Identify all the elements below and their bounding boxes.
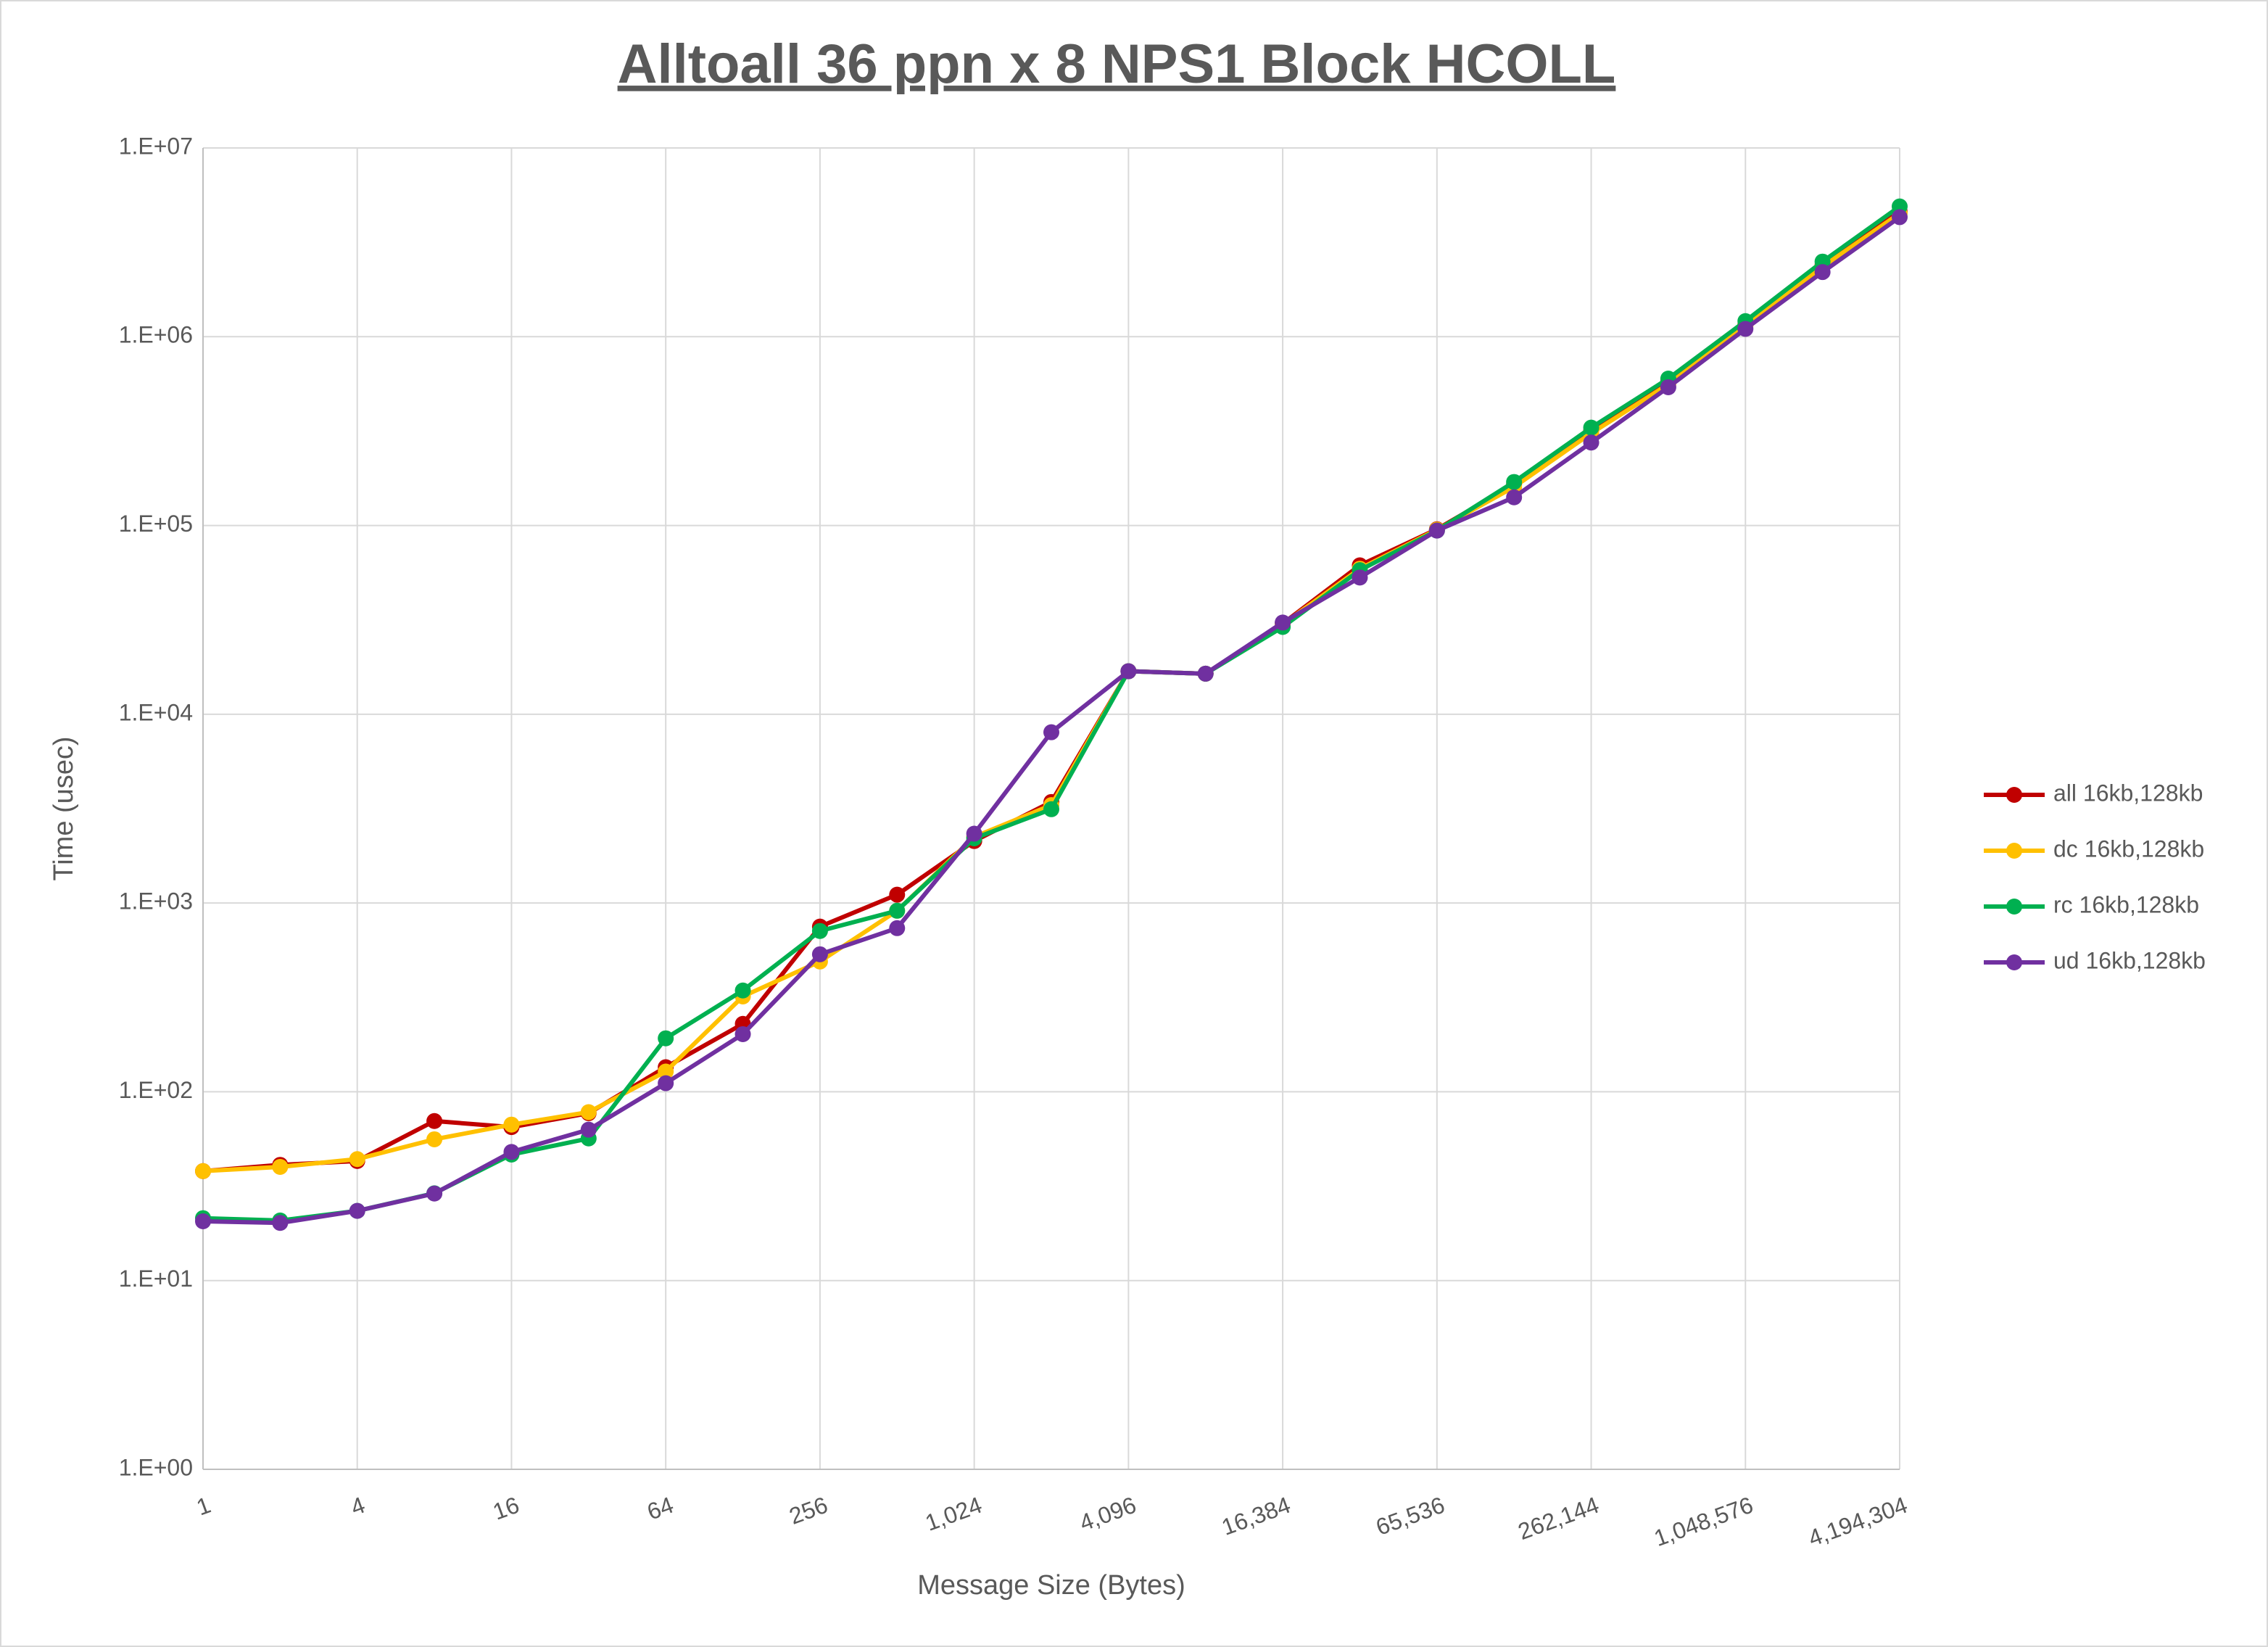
data-point — [1583, 419, 1599, 436]
data-point — [1660, 379, 1676, 395]
data-point — [1428, 522, 1445, 539]
data-point — [349, 1151, 365, 1168]
data-point — [811, 922, 828, 939]
legend-marker — [2006, 843, 2022, 859]
data-point — [1043, 724, 1059, 740]
y-tick-label: 1.E+04 — [119, 699, 193, 725]
data-point — [889, 886, 906, 903]
data-point — [1583, 434, 1599, 451]
x-axis-label: Message Size (Bytes) — [917, 1570, 1185, 1601]
legend-label: all 16kb,128kb — [2053, 780, 2203, 806]
data-point — [580, 1104, 597, 1120]
data-point — [1814, 264, 1831, 281]
data-point — [426, 1185, 443, 1202]
data-point — [658, 1075, 674, 1091]
legend-marker — [2006, 954, 2022, 970]
data-point — [272, 1159, 289, 1176]
data-point — [734, 982, 751, 999]
data-point — [580, 1121, 597, 1138]
y-axis-label: Time (usec) — [49, 736, 79, 880]
data-point — [195, 1213, 211, 1230]
data-point — [658, 1063, 674, 1080]
data-point — [1275, 614, 1291, 631]
data-point — [1043, 801, 1059, 817]
data-point — [1737, 321, 1754, 337]
data-point — [966, 825, 982, 842]
y-tick-label: 1.E+07 — [119, 133, 193, 159]
data-point — [503, 1116, 520, 1133]
legend-label: ud 16kb,128kb — [2053, 947, 2206, 973]
legend-label: dc 16kb,128kb — [2053, 835, 2204, 862]
y-tick-label: 1.E+01 — [119, 1266, 193, 1292]
data-point — [1506, 474, 1523, 490]
data-point — [1506, 489, 1523, 505]
data-point — [658, 1030, 674, 1047]
data-point — [734, 1025, 751, 1042]
data-point — [1892, 209, 1908, 226]
data-point — [1352, 569, 1368, 586]
y-tick-label: 1.E+02 — [119, 1077, 193, 1103]
data-point — [503, 1144, 520, 1160]
series — [195, 209, 1908, 1231]
data-point — [1120, 663, 1137, 680]
y-tick-label: 1.E+05 — [119, 511, 193, 537]
y-tick-label: 1.E+00 — [119, 1454, 193, 1480]
y-tick-label: 1.E+03 — [119, 888, 193, 915]
data-point — [889, 920, 906, 936]
legend-label: rc 16kb,128kb — [2053, 891, 2199, 917]
legend-marker — [2006, 787, 2022, 803]
y-tick-label: 1.E+06 — [119, 322, 193, 348]
chart-title: Alltoall 36 ppn x 8 NPS1 Block HCOLL — [618, 33, 1616, 95]
data-point — [889, 902, 906, 919]
data-point — [426, 1131, 443, 1147]
data-point — [195, 1163, 211, 1179]
data-point — [426, 1113, 443, 1129]
data-point — [349, 1202, 365, 1219]
data-point — [811, 946, 828, 962]
data-point — [1197, 665, 1214, 682]
data-point — [272, 1215, 289, 1231]
legend-marker — [2006, 899, 2022, 915]
